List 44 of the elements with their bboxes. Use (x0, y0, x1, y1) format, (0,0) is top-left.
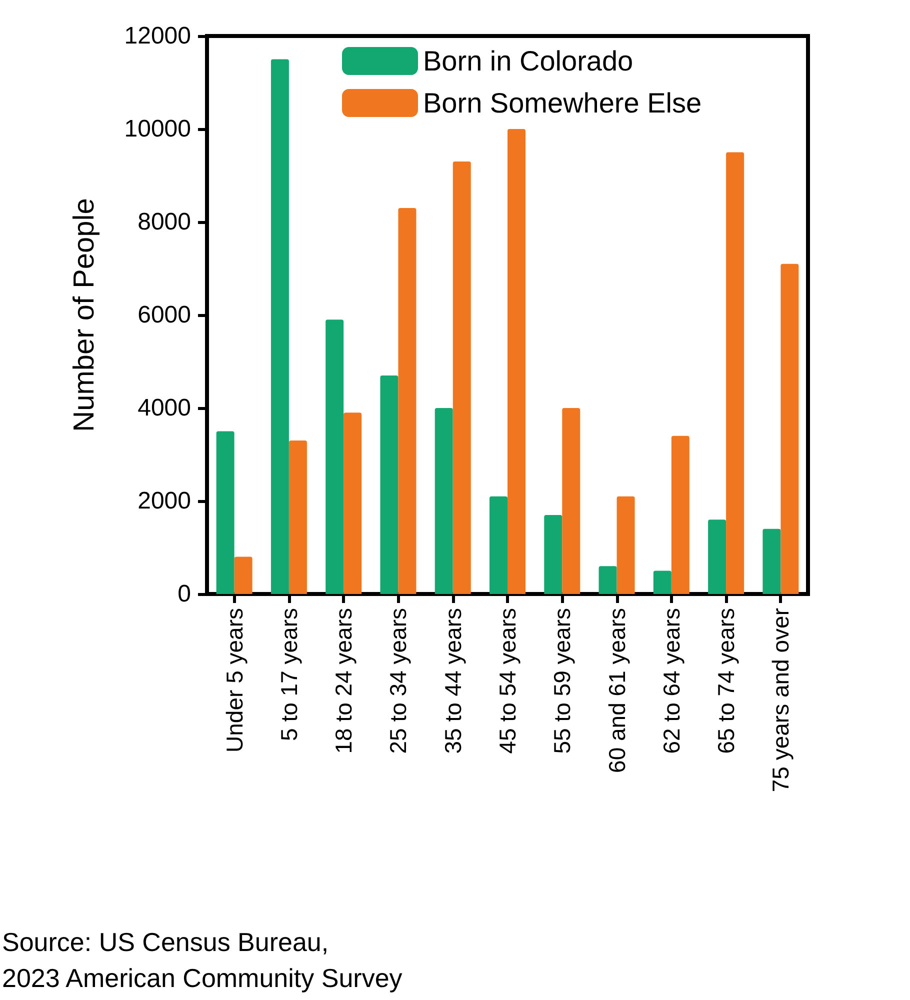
x-tick-label: 60 and 61 years (604, 608, 630, 773)
bar (326, 320, 344, 594)
bar (726, 152, 744, 594)
bar (344, 412, 362, 594)
x-tick-label: 5 to 17 years (276, 608, 302, 741)
bar (288, 440, 307, 594)
bar (653, 570, 672, 594)
bar (598, 566, 617, 594)
y-tick-label: 4000 (138, 394, 191, 422)
legend-label: Born Somewhere Else (423, 88, 702, 118)
bar (508, 129, 526, 594)
x-tick-label: 18 to 24 years (330, 608, 357, 754)
y-axis-title: Number of People (68, 198, 100, 432)
bar (490, 496, 508, 594)
x-tick-label: 45 to 54 years (494, 608, 520, 754)
x-tick-label: 35 to 44 years (440, 608, 466, 754)
legend-label: Born in Colorado (423, 46, 634, 76)
bar (616, 496, 635, 594)
source-note: Source: US Census Bureau, 2023 American Community Survey (2, 927, 402, 993)
bar (780, 264, 799, 594)
y-tick-label: 8000 (138, 208, 191, 236)
bar (398, 208, 416, 594)
x-tick-label: 75 years and over (768, 608, 794, 792)
x-tick-label: 25 to 34 years (385, 608, 412, 754)
bar (434, 408, 453, 594)
bar (708, 520, 726, 594)
bar (380, 375, 398, 594)
bar (270, 59, 289, 594)
y-tick-label: 10000 (124, 116, 191, 142)
bar (452, 162, 471, 594)
y-tick-label: 12000 (124, 22, 191, 50)
x-tick-label: 65 to 74 years (713, 608, 740, 754)
y-tick-label: 2000 (138, 488, 191, 514)
x-tick-label: 62 to 64 years (658, 608, 684, 754)
y-tick-label: 0 (178, 580, 191, 608)
bar (671, 436, 690, 594)
bar (544, 514, 562, 594)
bar (762, 528, 781, 594)
y-tick-label: 6000 (138, 302, 191, 328)
x-tick-label: 55 to 59 years (549, 608, 576, 754)
bar (216, 431, 234, 594)
x-tick-label: Under 5 years (221, 608, 248, 752)
bar (562, 408, 580, 594)
bar (234, 556, 252, 594)
